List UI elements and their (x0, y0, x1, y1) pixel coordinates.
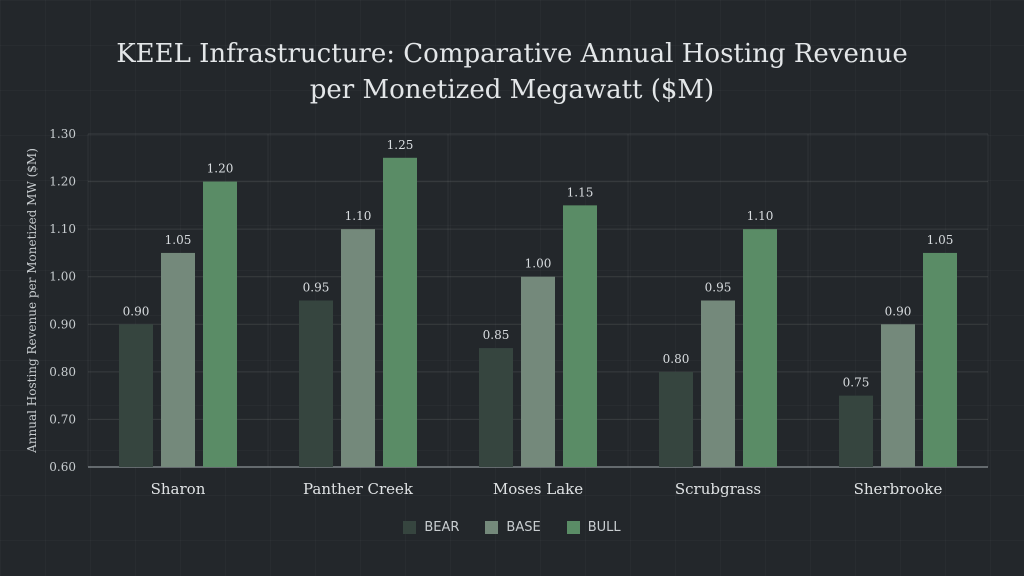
bar-bull (383, 157, 417, 468)
chart-title-line-1: KEEL Infrastructure: Comparative Annual … (116, 39, 908, 69)
legend-swatch (566, 521, 580, 534)
y-tick-label: 1.10 (49, 222, 76, 236)
legend: BEAR BASE BULL (0, 520, 1024, 535)
y-tick-label: 0.80 (49, 365, 76, 379)
y-tick-label: 1.30 (49, 127, 76, 141)
data-label: 0.90 (123, 304, 150, 318)
data-label: 1.20 (207, 162, 234, 176)
bar-bear (299, 300, 333, 467)
legend-label: BASE (506, 520, 541, 535)
legend-item-bull: BULL (566, 520, 621, 535)
y-tick-label: 0.60 (49, 460, 76, 474)
bar-base (521, 276, 555, 467)
x-tick-label: Scrubgrass (675, 480, 761, 498)
data-label: 0.90 (885, 304, 912, 318)
legend-swatch (403, 521, 417, 534)
chart-title: KEEL Infrastructure: Comparative Annual … (0, 36, 1024, 108)
data-label: 1.05 (165, 233, 192, 247)
bar-bear (839, 395, 873, 467)
bar-base (341, 229, 375, 467)
bar-bear (479, 348, 513, 467)
legend-swatch (485, 521, 499, 534)
chart-title-line-2: per Monetized Megawatt ($M) (309, 75, 715, 105)
bar-bull (743, 229, 777, 467)
bar-bull (203, 181, 237, 468)
y-tick-label: 1.00 (49, 270, 76, 284)
bar-base (701, 300, 735, 467)
data-label: 1.10 (345, 209, 372, 223)
x-tick-label: Sherbrooke (854, 480, 943, 498)
data-label: 0.85 (483, 328, 510, 342)
x-tick-label: Sharon (151, 480, 206, 498)
data-label: 1.25 (387, 138, 414, 152)
bar-bull (563, 205, 597, 467)
bar-base (161, 252, 195, 467)
data-label: 0.95 (303, 281, 330, 295)
data-label: 1.10 (747, 209, 774, 223)
y-axis-label: Annual Hosting Revenue per Monetized MW … (25, 148, 39, 454)
legend-item-bear: BEAR (403, 520, 459, 535)
bar-base (881, 324, 915, 467)
y-tick-label: 0.70 (49, 412, 76, 426)
bar-bear (659, 371, 693, 467)
data-label: 1.05 (927, 233, 954, 247)
legend-item-base: BASE (485, 520, 541, 535)
data-label: 1.15 (567, 185, 594, 199)
data-label: 0.95 (705, 281, 732, 295)
x-tick-label: Moses Lake (493, 480, 583, 498)
legend-label: BULL (587, 520, 621, 535)
bar-bear (119, 324, 153, 467)
y-tick-label: 1.20 (49, 175, 76, 189)
legend-label: BEAR (424, 520, 460, 535)
data-label: 0.75 (843, 376, 870, 390)
bar-bull (923, 252, 957, 467)
y-tick-label: 0.90 (49, 317, 76, 331)
data-label: 0.80 (663, 352, 690, 366)
data-label: 1.00 (525, 257, 552, 271)
x-tick-label: Panther Creek (303, 480, 414, 498)
